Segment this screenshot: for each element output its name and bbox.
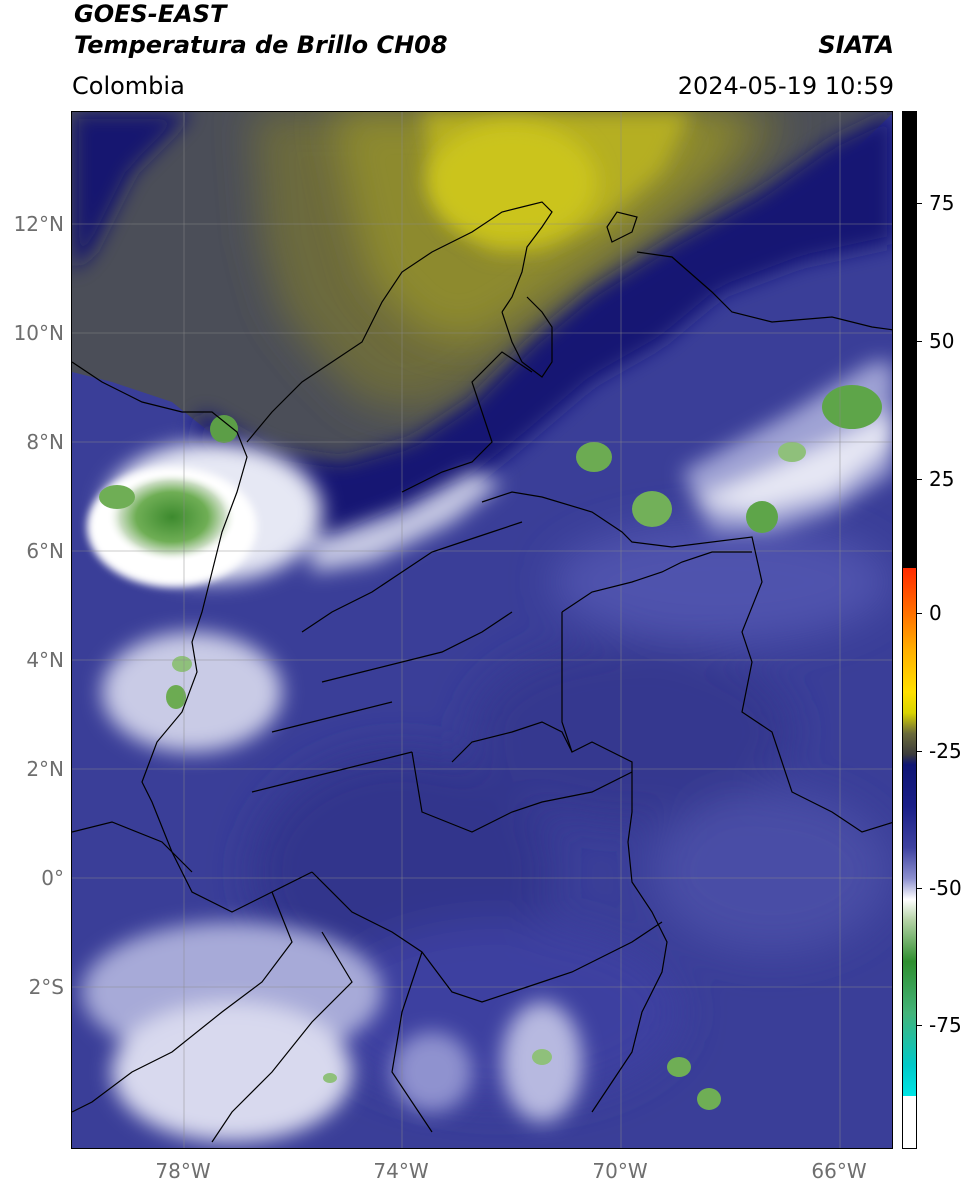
colorbar-tick — [917, 203, 922, 204]
lat-label-12n: 12°N — [13, 212, 64, 236]
satellite-map[interactable] — [71, 111, 893, 1149]
convective-cores — [87, 385, 882, 1110]
lat-label-2n: 2°N — [26, 757, 64, 781]
lat-label-0: 0° — [41, 866, 64, 890]
colorbar-label-25: 25 — [929, 467, 955, 491]
dry-air-region — [72, 112, 892, 482]
colorbar-label-50: 50 — [929, 329, 955, 353]
lat-label-8n: 8°N — [26, 430, 64, 454]
colorbar-tick — [917, 341, 922, 342]
satellite-title: GOES-EAST — [74, 0, 227, 28]
product-title: Temperatura de Brillo CH08 — [74, 31, 448, 59]
lat-label-2s: 2°S — [28, 975, 64, 999]
colorbar-label-75: 75 — [929, 191, 955, 215]
colorbar — [902, 111, 917, 1149]
moisture-front — [72, 112, 892, 542]
cloud-texture — [252, 522, 892, 1102]
lon-label-66w: 66°W — [811, 1159, 867, 1183]
colorbar-tick — [917, 1025, 922, 1026]
borders — [72, 201, 892, 1143]
lon-label-70w: 70°W — [592, 1159, 648, 1183]
colorbar-tick — [917, 751, 922, 752]
lon-label-78w: 78°W — [155, 1159, 211, 1183]
colorbar-tick — [917, 479, 922, 480]
graticule — [72, 112, 892, 1148]
colorbar-label-0: 0 — [929, 601, 942, 625]
lat-label-6n: 6°N — [26, 539, 64, 563]
colorbar-label-neg75: -75 — [929, 1013, 962, 1037]
datetime-label: 2024-05-19 10:59 — [677, 72, 894, 100]
colorbar-label-neg50: -50 — [929, 876, 962, 900]
lat-label-4n: 4°N — [26, 648, 64, 672]
colorbar-tick — [917, 888, 922, 889]
lat-label-10n: 10°N — [13, 321, 64, 345]
lon-label-74w: 74°W — [373, 1159, 429, 1183]
region-label: Colombia — [72, 72, 185, 100]
colorbar-label-neg25: -25 — [929, 739, 962, 763]
source-label: SIATA — [818, 31, 894, 59]
colorbar-tick — [917, 613, 922, 614]
map-canvas — [72, 112, 892, 1148]
